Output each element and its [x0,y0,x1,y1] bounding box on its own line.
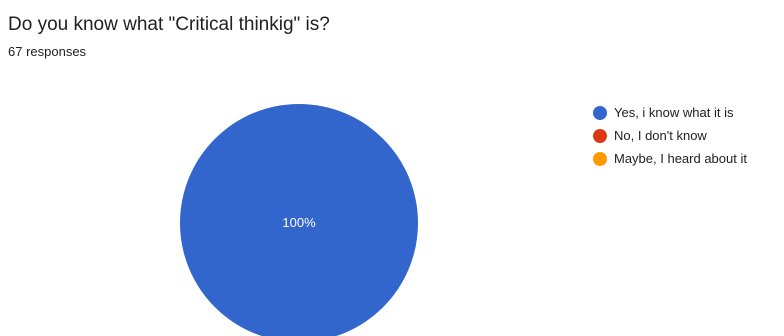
legend-swatch [593,128,607,143]
chart-legend: Yes, i know what it is No, I don't know Ma… [593,101,747,170]
legend-swatch [593,151,607,166]
question-title: Do you know what "Critical thinkig" is? [8,14,330,35]
legend-item[interactable]: Yes, i know what it is [593,101,747,124]
legend-item[interactable]: Maybe, I heard about it [593,147,747,170]
response-count: 67 responses [8,44,87,59]
legend-swatch [593,105,607,120]
legend-label: Maybe, I heard about it [614,151,747,166]
slice-label-0: 100% [282,215,316,230]
legend-label: No, I don't know [614,128,707,143]
legend-item[interactable]: No, I don't know [593,124,747,147]
legend-label: Yes, i know what it is [614,105,734,120]
pie-slice-0[interactable] [180,104,418,336]
